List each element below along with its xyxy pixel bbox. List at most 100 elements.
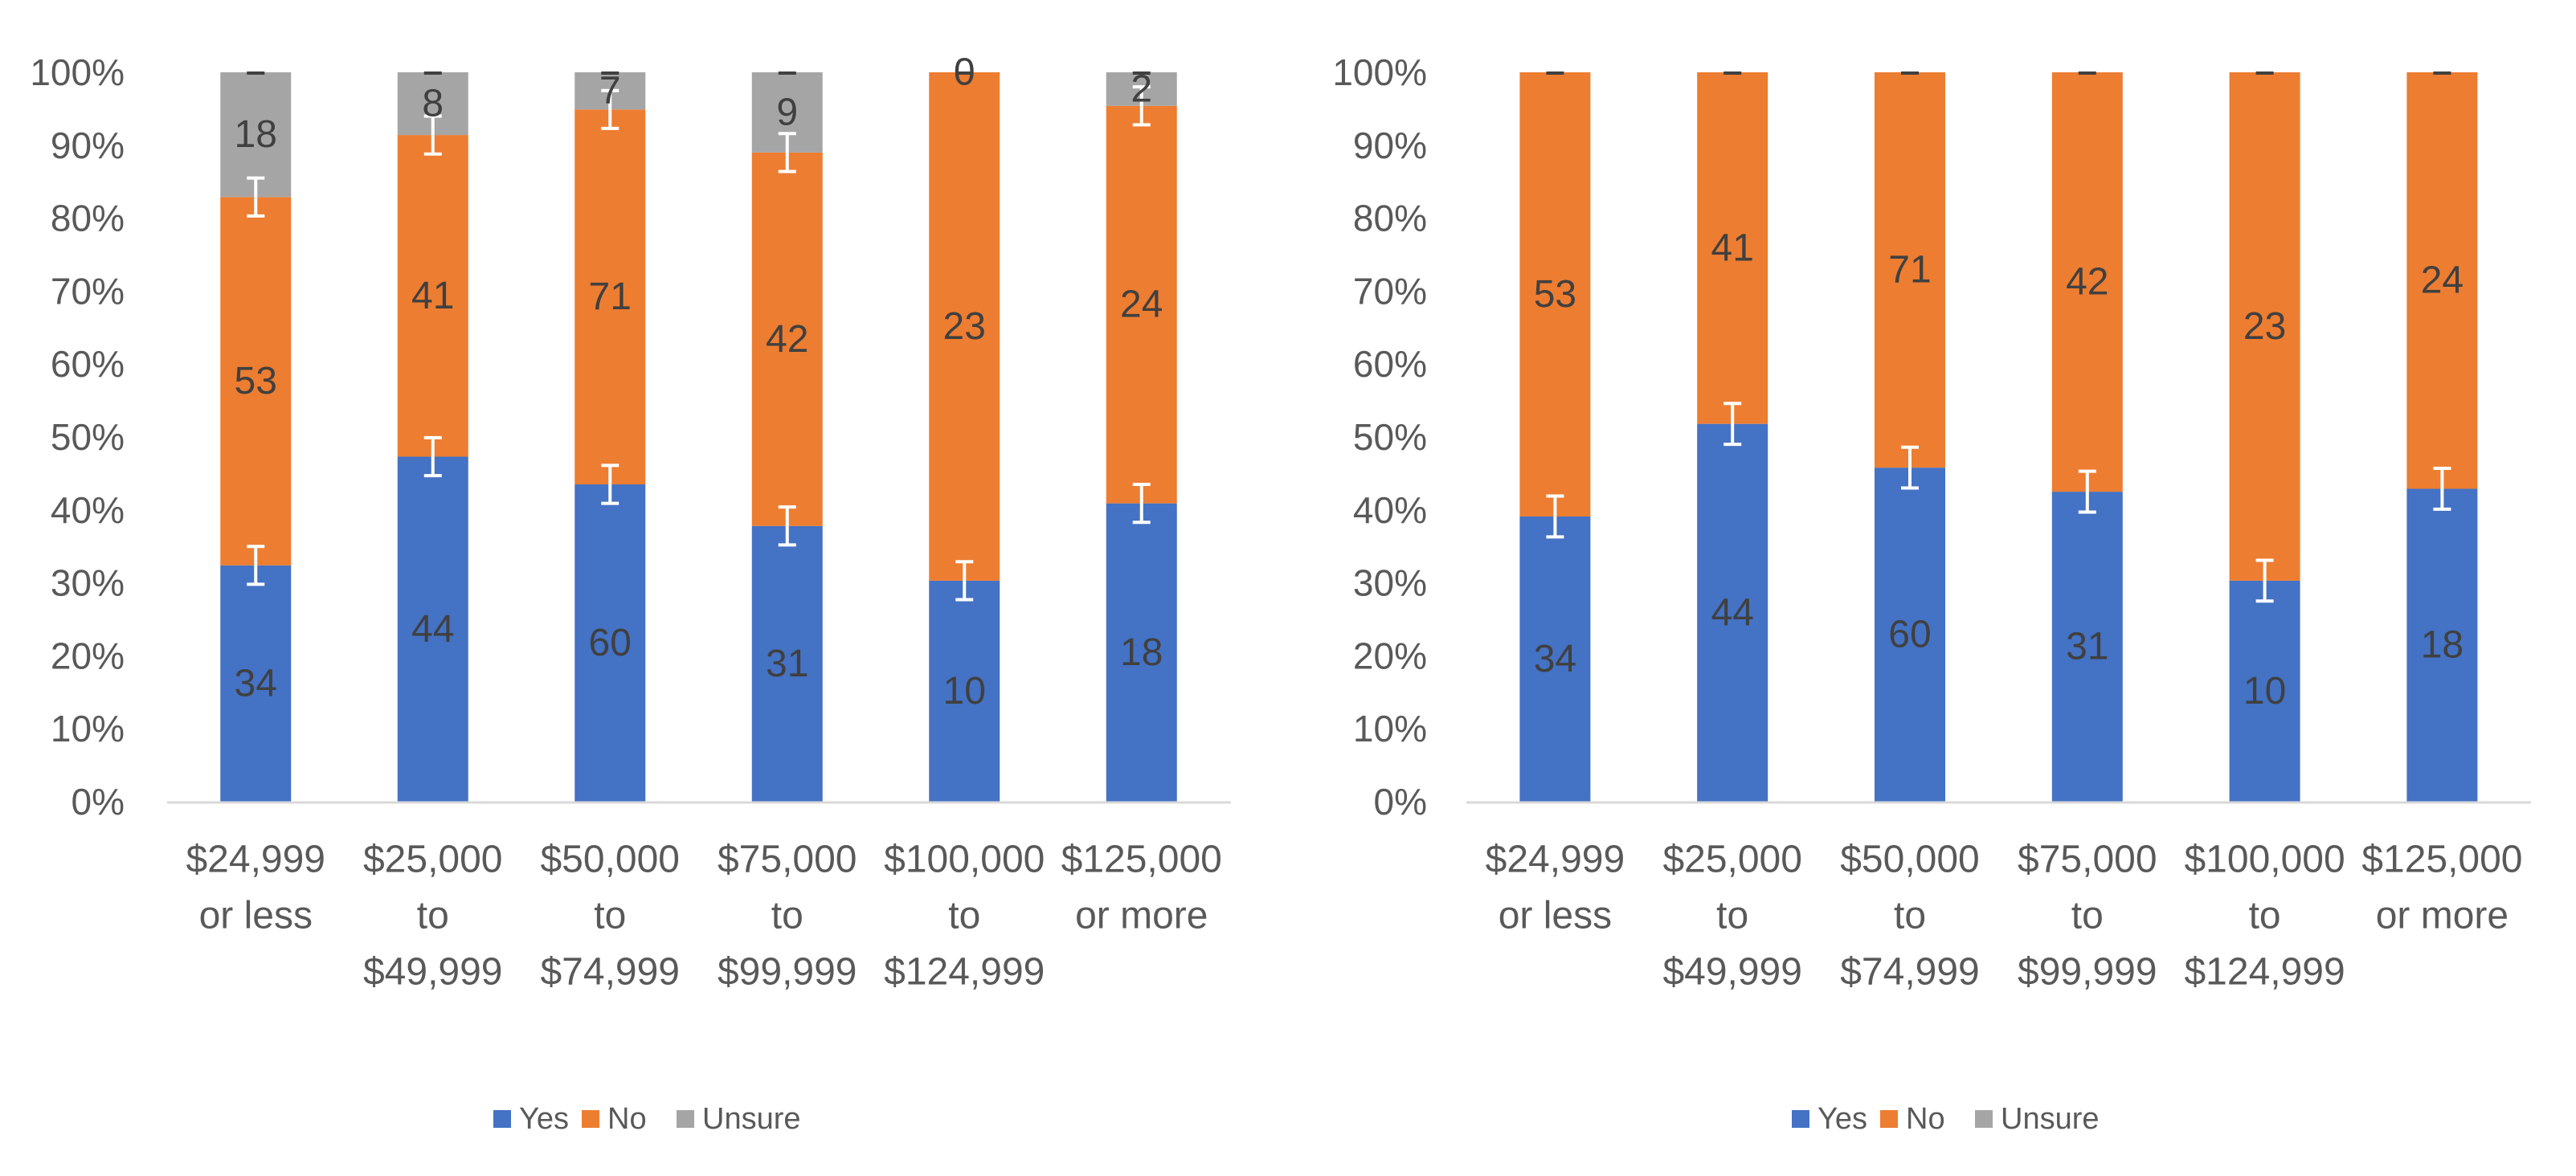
y-tick-label: 0% <box>72 781 125 823</box>
legend-swatch-no <box>1880 1110 1898 1128</box>
error-bar <box>423 114 442 156</box>
bar-yes <box>1106 503 1177 802</box>
bar-no <box>397 135 468 457</box>
legend: Yes No Unsure <box>1792 1102 2100 1136</box>
error-bar <box>601 463 619 505</box>
error-bar <box>1723 402 1742 447</box>
data-label-no: 42 <box>2066 261 2108 304</box>
error-bar <box>601 88 619 130</box>
y-tick-label: 40% <box>51 489 125 531</box>
x-tick-label: $24,999 <box>1486 839 1625 881</box>
bar-no <box>1519 72 1591 517</box>
legend: Yes No Unsure <box>493 1102 801 1136</box>
bar-no <box>751 152 823 526</box>
legend-swatch-yes <box>1792 1110 1809 1128</box>
x-tick-label: $75,000 <box>2018 839 2157 881</box>
data-label-no: 71 <box>1888 249 1931 292</box>
y-tick-label: 50% <box>1353 416 1427 458</box>
legend-label-no: No <box>1906 1102 1945 1136</box>
y-tick-label: 70% <box>51 270 125 312</box>
bar-yes <box>220 565 292 802</box>
bar-no <box>574 109 646 485</box>
data-label-no: 23 <box>2243 305 2286 348</box>
legend-swatch-unsure <box>677 1110 694 1128</box>
bar-yes <box>2229 580 2300 802</box>
data-label-no: 24 <box>1120 284 1163 326</box>
bar-unsure <box>220 72 292 198</box>
bar-no <box>2229 72 2300 581</box>
data-label-unsure: 8 <box>422 83 444 125</box>
x-tick-label: $49,999 <box>363 951 503 994</box>
y-tick-label: 60% <box>51 343 125 385</box>
bar-yes <box>929 580 1000 802</box>
data-label-yes: 31 <box>2066 626 2108 668</box>
bar-no <box>2406 72 2478 489</box>
y-tick-label: 30% <box>51 562 125 604</box>
data-label-no: 41 <box>1711 227 1754 269</box>
y-tick-label: 50% <box>51 416 125 458</box>
x-tick-label: $125,000 <box>1061 839 1222 881</box>
x-tick-label: $100,000 <box>884 839 1045 881</box>
y-tick-label: 0% <box>1374 781 1427 823</box>
bar-no <box>1875 72 1945 468</box>
data-label-yes: 44 <box>1711 591 1754 634</box>
error-bar <box>778 505 796 547</box>
x-tick-label: or more <box>2376 895 2509 937</box>
bar-yes <box>2406 488 2478 802</box>
bar-no <box>1697 72 1768 424</box>
error-bar <box>1132 85 1151 127</box>
error-bar <box>1901 445 1919 490</box>
x-tick-label: to <box>1894 895 1926 937</box>
x-tick-label: or more <box>1075 895 1208 937</box>
x-tick-label: $50,000 <box>540 839 680 881</box>
x-tick-label: $74,999 <box>540 951 680 994</box>
bar-no <box>929 72 1000 581</box>
y-tick-label: 30% <box>1353 562 1427 604</box>
x-tick-label: $24,999 <box>186 839 325 881</box>
y-tick-label: 60% <box>1353 343 1427 385</box>
legend-swatch-unsure <box>1975 1110 1993 1128</box>
x-tick-label: $25,000 <box>363 839 503 881</box>
data-label-yes: 60 <box>1888 614 1931 656</box>
data-label-no: 23 <box>943 305 986 348</box>
x-tick-label: $99,999 <box>2018 951 2157 994</box>
x-tick-label: $49,999 <box>1662 951 1802 994</box>
data-label-unsure: 18 <box>235 113 277 156</box>
legend-label-unsure: Unsure <box>702 1102 801 1136</box>
data-label-unsure: 9 <box>776 91 798 133</box>
error-bar <box>2433 467 2451 511</box>
x-tick-label: to <box>1716 895 1748 937</box>
legend-label-no: No <box>607 1102 647 1136</box>
y-tick-label: 10% <box>1353 708 1427 749</box>
x-tick-label: to <box>417 895 449 937</box>
bar-no <box>1106 105 1177 504</box>
x-tick-label: $50,000 <box>1840 839 1980 881</box>
legend-swatch-no <box>582 1110 599 1128</box>
y-tick-label: 100% <box>1332 51 1427 93</box>
error-bar <box>1132 483 1151 525</box>
chart-right: 0% 10% 20% 30% 40% 50% 60% 70% 80% 90% 100% 34 53 $24… <box>1332 51 2531 1136</box>
bar-yes <box>1875 468 1945 802</box>
y-tick-label: 80% <box>1353 198 1427 239</box>
x-tick-label: $25,000 <box>1662 839 1802 881</box>
bar-yes <box>574 484 646 802</box>
y-tick-label: 100% <box>30 51 125 93</box>
data-label-yes: 34 <box>235 662 277 704</box>
y-tick-label: 40% <box>1353 489 1427 531</box>
x-tick-label: to <box>2071 895 2104 937</box>
error-bar <box>1546 494 1564 539</box>
chart-left: 0% 10% 20% 30% 40% 50% 60% 70% 80% 90% 100% 34 53 18 $… <box>30 51 1231 1136</box>
y-tick-label: 70% <box>1353 270 1427 312</box>
x-tick-label: $124,999 <box>2184 951 2345 994</box>
x-tick-label: or less <box>199 895 313 937</box>
error-bar <box>423 435 442 478</box>
data-label-yes: 31 <box>766 643 808 685</box>
legend-label-unsure: Unsure <box>2001 1102 2100 1136</box>
error-bar <box>778 132 796 174</box>
error-bar <box>2255 558 2274 603</box>
legend-label-yes: Yes <box>519 1102 569 1136</box>
legend-swatch-yes <box>493 1110 511 1128</box>
error-bar <box>247 545 265 586</box>
data-label-yes: 18 <box>1120 631 1163 674</box>
